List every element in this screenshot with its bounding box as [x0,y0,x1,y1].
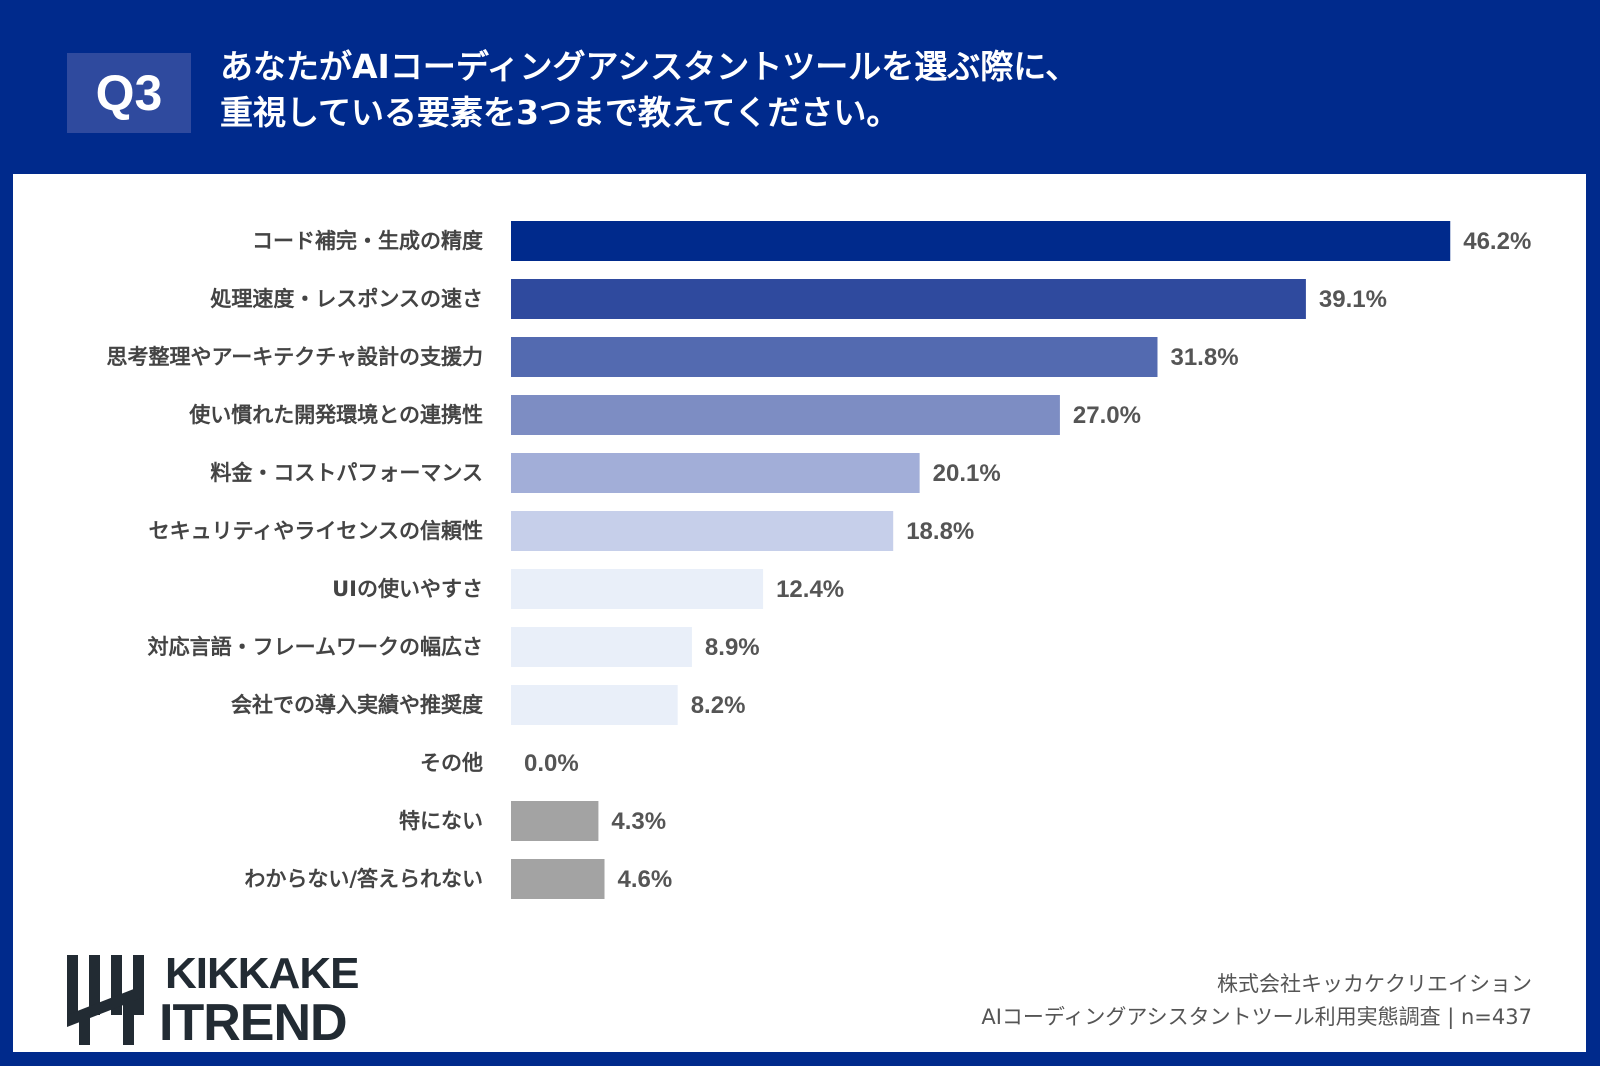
category-label: 使い慣れた開発環境との連携性 [188,403,483,427]
title-line-2: 重視している要素を3つまで教えてください。 [220,93,900,132]
category-label: 特にない [399,809,483,833]
category-label: わからない/答えられない [244,867,483,891]
logo-line-2-text: TREND [172,994,347,1052]
value-label: 0.0% [524,750,579,777]
category-label: 対応言語・フレームワークの幅広さ [148,635,483,659]
bar [511,801,599,841]
category-label: セキュリティやライセンスの信頼性 [149,519,483,543]
bar [511,279,1306,319]
bar [511,511,894,551]
bar [511,569,764,609]
title-line-1: あなたがAIコーディングアシスタントツールを選ぶ際に、 [220,47,1079,86]
value-label: 8.2% [691,692,746,719]
category-label: その他 [420,751,483,775]
category-label: 思考整理やアーキテクチャ設計の支援力 [106,345,483,369]
category-label: 会社での導入実績や推奨度 [231,693,483,717]
bar [511,453,920,493]
bar [511,221,1451,261]
value-label: 8.9% [705,634,760,661]
logo-mark-icon [67,955,144,1045]
bar [511,395,1060,435]
logo: KIKKAKE ITREND [67,949,367,1052]
question-badge: Q3 [67,53,191,133]
value-label: 12.4% [776,576,844,603]
category-label: 処理速度・レスポンスの速さ [210,287,483,311]
page-title: あなたがAIコーディングアシスタントツールを選ぶ際に、 重視している要素を3つま… [220,44,1078,136]
category-label: コード補完・生成の精度 [252,229,483,253]
bar [511,337,1158,377]
value-label: 39.1% [1319,286,1387,313]
logo-line-2: ITREND [159,994,348,1052]
category-label: 料金・コストパフォーマンス [210,461,483,485]
value-label: 4.6% [618,866,673,893]
bar [511,859,605,899]
bar [511,685,678,725]
bar [511,627,692,667]
survey-credit: AIコーディングアシスタントツール利用実態調査 | n=437 [981,1005,1532,1029]
category-label: UIの使いやすさ [332,577,483,601]
value-label: 46.2% [1463,228,1531,255]
company-credit: 株式会社キッカケクリエイション [1217,972,1532,996]
value-label: 31.8% [1170,344,1238,371]
logo-line-1: KIKKAKE [165,949,359,998]
chart-panel [13,174,1586,1052]
value-label: 20.1% [933,460,1001,487]
value-label: 18.8% [906,518,974,545]
value-label: 27.0% [1073,402,1141,429]
value-label: 4.3% [611,808,666,835]
